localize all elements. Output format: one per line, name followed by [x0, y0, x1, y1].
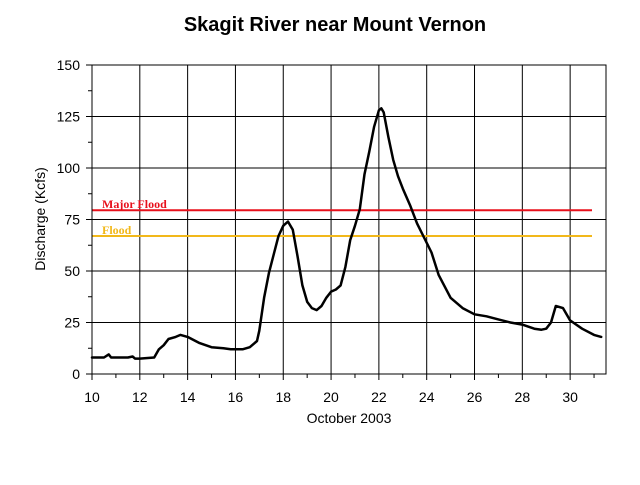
x-tick-label: 10: [84, 389, 100, 405]
x-tick-label: 18: [275, 389, 291, 405]
x-tick-label: 24: [419, 389, 435, 405]
grid: [92, 65, 606, 374]
threshold-lines: Major Flood Flood: [92, 197, 592, 237]
x-tick-label: 22: [371, 389, 387, 405]
chart-title: Skagit River near Mount Vernon: [184, 14, 486, 36]
x-tick-label: 16: [228, 389, 244, 405]
x-tick-label: 20: [323, 389, 339, 405]
x-axis-title: October 2003: [307, 410, 392, 426]
y-axis-title: Discharge (Kcfs): [32, 167, 48, 270]
x-tick-label: 28: [515, 389, 531, 405]
y-tick-label: 125: [57, 109, 81, 125]
x-tick-label: 30: [562, 389, 578, 405]
y-tick-label: 75: [64, 212, 80, 228]
y-tick-label: 25: [64, 315, 80, 331]
axes: 0 25 50 75 100 125 150 10 12 14 16 18 20 22 24 26 28 30: [57, 57, 607, 405]
x-tick-label: 26: [467, 389, 483, 405]
threshold-label: Major Flood: [102, 197, 167, 211]
x-tick-label: 14: [180, 389, 196, 405]
y-tick-label: 150: [57, 57, 81, 73]
y-tick-label: 0: [72, 366, 80, 382]
discharge-series-line: [90, 107, 603, 360]
threshold-label: Flood: [102, 223, 132, 237]
series-layer: [90, 107, 603, 360]
y-tick-label: 100: [57, 160, 81, 176]
y-tick-label: 50: [64, 263, 80, 279]
x-tick-label: 12: [132, 389, 148, 405]
